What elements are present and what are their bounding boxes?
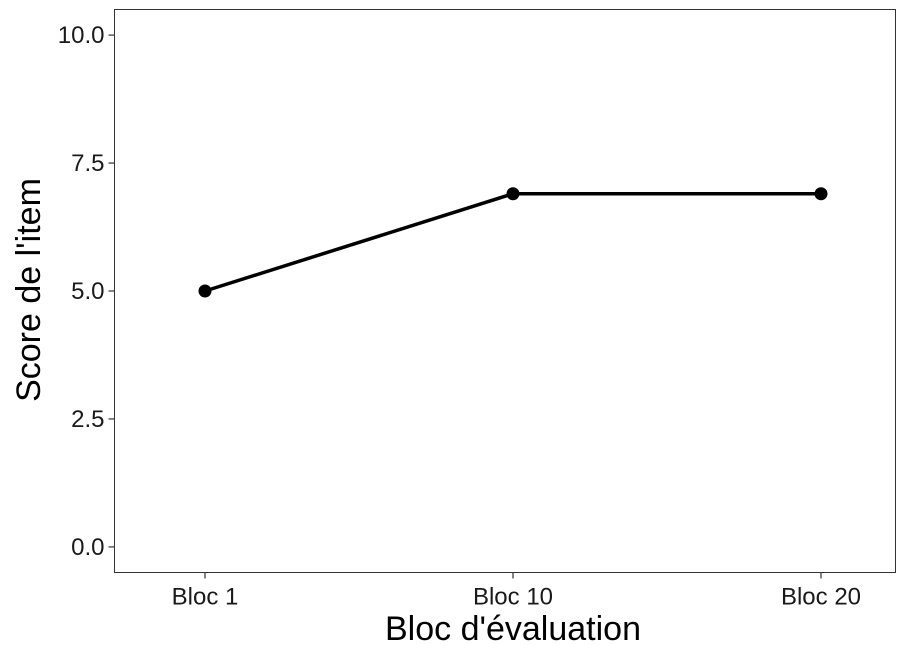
y-axis: 0.0 2.5 5.0 7.5 10.0 bbox=[58, 22, 115, 561]
y-tick-label: 2.5 bbox=[71, 406, 104, 433]
series-layer bbox=[198, 187, 828, 298]
panel-border bbox=[114, 9, 896, 573]
x-axis-title: Bloc d'évaluation bbox=[385, 610, 641, 645]
series-line bbox=[203, 192, 823, 293]
data-point bbox=[814, 187, 828, 201]
y-tick-label: 7.5 bbox=[71, 150, 104, 177]
x-tick-label: Bloc 20 bbox=[781, 584, 861, 611]
x-tick-label: Bloc 1 bbox=[172, 584, 239, 611]
data-point bbox=[198, 284, 212, 298]
data-point bbox=[506, 187, 520, 201]
x-tick-label: Bloc 10 bbox=[473, 584, 553, 611]
y-tick-label: 10.0 bbox=[58, 22, 105, 49]
x-axis: Bloc 1 Bloc 10 Bloc 20 bbox=[172, 572, 861, 611]
y-tick-label: 5.0 bbox=[71, 278, 104, 305]
y-axis-title: Score de l'item bbox=[10, 178, 48, 402]
y-tick-label: 0.0 bbox=[71, 534, 104, 561]
